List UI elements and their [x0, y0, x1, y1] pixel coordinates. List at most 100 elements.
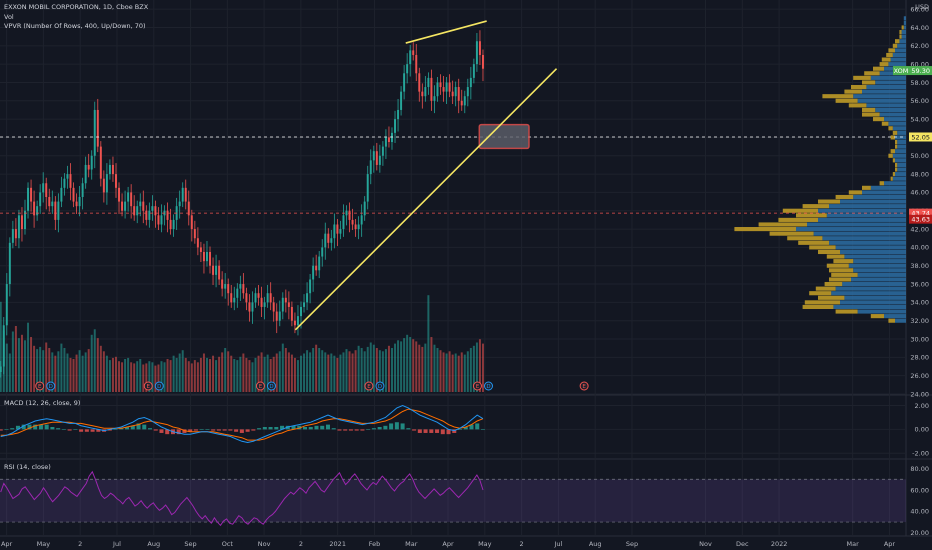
volume-profile-down-bar	[833, 259, 854, 264]
candle-body	[45, 183, 48, 197]
time-tick-label: Oct	[222, 540, 234, 548]
candle-body	[60, 187, 63, 202]
volume-profile-down-bar	[888, 48, 895, 53]
macd-histogram-bar	[125, 427, 130, 430]
volume-profile-up-bar	[897, 144, 906, 149]
event-marker	[375, 381, 385, 391]
volume-bar	[133, 363, 136, 392]
volume-bar	[160, 361, 163, 392]
volume-bar	[230, 355, 233, 392]
candle-body	[430, 77, 433, 101]
rsi-band	[0, 479, 906, 523]
volume-bar	[184, 357, 187, 392]
volume-bar	[136, 361, 139, 392]
volume-bar	[369, 342, 372, 392]
candle-body	[381, 146, 384, 156]
candle-body	[318, 256, 321, 271]
candle-body	[69, 174, 72, 188]
time-tick-label: 2	[520, 540, 524, 548]
candle-body	[230, 293, 233, 303]
macd-histogram-bar	[268, 427, 273, 430]
macd-histogram-bar	[222, 429, 227, 431]
volume-profile-up-bar	[857, 98, 906, 103]
volume-bar	[60, 343, 63, 392]
volume-bar	[205, 357, 208, 392]
volume-bar	[281, 343, 284, 392]
candle-body	[324, 233, 327, 248]
volume-profile-down-bar	[870, 314, 884, 319]
event-marker	[46, 381, 56, 391]
rsi-tick-label: 60.00	[910, 486, 929, 494]
volume-bar	[111, 357, 114, 392]
candle-body	[78, 197, 81, 207]
candle-body	[130, 192, 133, 207]
volume-profile-up-bar	[897, 139, 906, 145]
volume-profile-up-bar	[870, 185, 906, 190]
macd-histogram-bar	[15, 425, 20, 430]
volume-profile-up-bar	[848, 263, 906, 268]
volume-bar	[366, 346, 369, 392]
volume-bar	[306, 350, 309, 392]
price-tick-label: 54.00	[910, 115, 929, 123]
rsi-tick-label: 40.00	[910, 508, 929, 516]
macd-histogram-bar	[165, 429, 170, 435]
macd-histogram-bar	[262, 427, 267, 430]
volume-bar	[342, 352, 345, 392]
volume-profile-down-bar	[892, 43, 898, 48]
candle-body	[84, 164, 87, 184]
volume-bar	[460, 352, 463, 392]
volume-profile-down-bar	[809, 291, 832, 296]
candle-body	[30, 187, 33, 202]
time-tick-label: Apr	[442, 540, 454, 548]
volume-profile-down-bar	[864, 71, 880, 76]
volume-bar	[345, 349, 348, 392]
volume-profile-up-bar	[892, 153, 906, 158]
candle-body	[8, 242, 11, 285]
volume-bar	[412, 339, 415, 392]
macd-histogram-bar	[354, 429, 359, 431]
candle-body	[400, 91, 403, 110]
macd-histogram-bar	[21, 424, 26, 430]
macd-histogram-bar	[113, 429, 118, 430]
candle-body	[157, 215, 160, 225]
price-tick-label: 56.00	[910, 97, 929, 105]
volume-profile-down-bar	[734, 227, 796, 232]
price-tick-label: 26.00	[910, 372, 929, 380]
volume-bar	[27, 322, 30, 392]
candle-body	[245, 293, 248, 303]
volume-bar	[351, 353, 354, 392]
volume-profile-down-bar	[758, 222, 807, 227]
volume-bar	[20, 334, 23, 392]
candle-body	[51, 201, 54, 207]
volume-bar	[245, 357, 248, 392]
volume-bar	[424, 343, 427, 392]
candle-body	[2, 325, 5, 367]
candle-body	[457, 87, 460, 101]
macd-histogram-bar	[400, 423, 405, 430]
volume-profile-up-bar	[840, 249, 906, 255]
volume-profile-down-bar	[815, 286, 836, 291]
volume-bar	[263, 356, 266, 392]
volume-bar	[287, 352, 290, 392]
macd-histogram-bar	[325, 424, 330, 430]
volume-bar	[145, 363, 148, 392]
macd-histogram-bar	[458, 429, 463, 430]
volume-profile-down-bar	[881, 121, 889, 126]
candle-body	[348, 210, 351, 220]
volume-profile-down-bar	[826, 263, 849, 268]
macd-histogram-bar	[360, 429, 365, 431]
volume-profile-up-bar	[853, 259, 906, 264]
volume-profile-up-bar	[826, 213, 906, 218]
volume-bar	[148, 361, 151, 392]
rsi-legend: RSI (14, close)	[4, 463, 51, 471]
macd-histogram-bar	[291, 425, 296, 430]
volume-profile-down-bar	[873, 117, 884, 122]
candle-body	[394, 119, 397, 133]
macd-histogram-bar	[159, 429, 164, 433]
volume-profile-down-bar	[895, 167, 898, 172]
candle-body	[327, 233, 330, 243]
macd-histogram-bar	[239, 429, 244, 433]
candle-body	[151, 206, 154, 211]
candle-body	[57, 201, 60, 220]
